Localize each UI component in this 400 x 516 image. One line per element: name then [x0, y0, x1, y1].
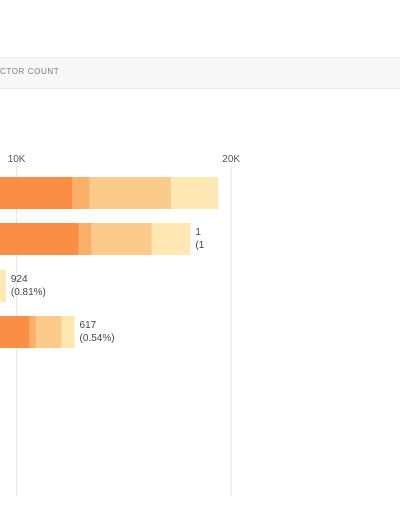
bar-segment: [0, 177, 73, 209]
bar-count-label: 1: [195, 227, 201, 238]
bar-segment: [29, 316, 36, 348]
bar-segment: [61, 316, 75, 348]
x-tick-label: 10K: [8, 154, 26, 165]
bar-segment: [72, 177, 90, 209]
bar-count-label: 617: [80, 320, 97, 331]
bar-segment: [35, 316, 62, 348]
column-header-bar: CTOR COUNT: [0, 57, 400, 89]
bar-segment: [78, 223, 92, 255]
bar-segment: [171, 177, 219, 209]
bar-segment: [91, 223, 152, 255]
column-header-label: CTOR COUNT: [0, 67, 60, 76]
bar-count-label: 924: [11, 274, 28, 285]
bar-segment: [151, 223, 191, 255]
bar-segment: [0, 270, 6, 302]
bar-segment: [0, 316, 30, 348]
bar-segment: [89, 177, 172, 209]
bar-percent-label: (1: [195, 240, 204, 251]
bar-segment: [0, 223, 79, 255]
bar-percent-label: (0.81%): [11, 287, 46, 298]
x-tick-label: 20K: [222, 154, 240, 165]
bar-percent-label: (0.54%): [80, 333, 115, 344]
